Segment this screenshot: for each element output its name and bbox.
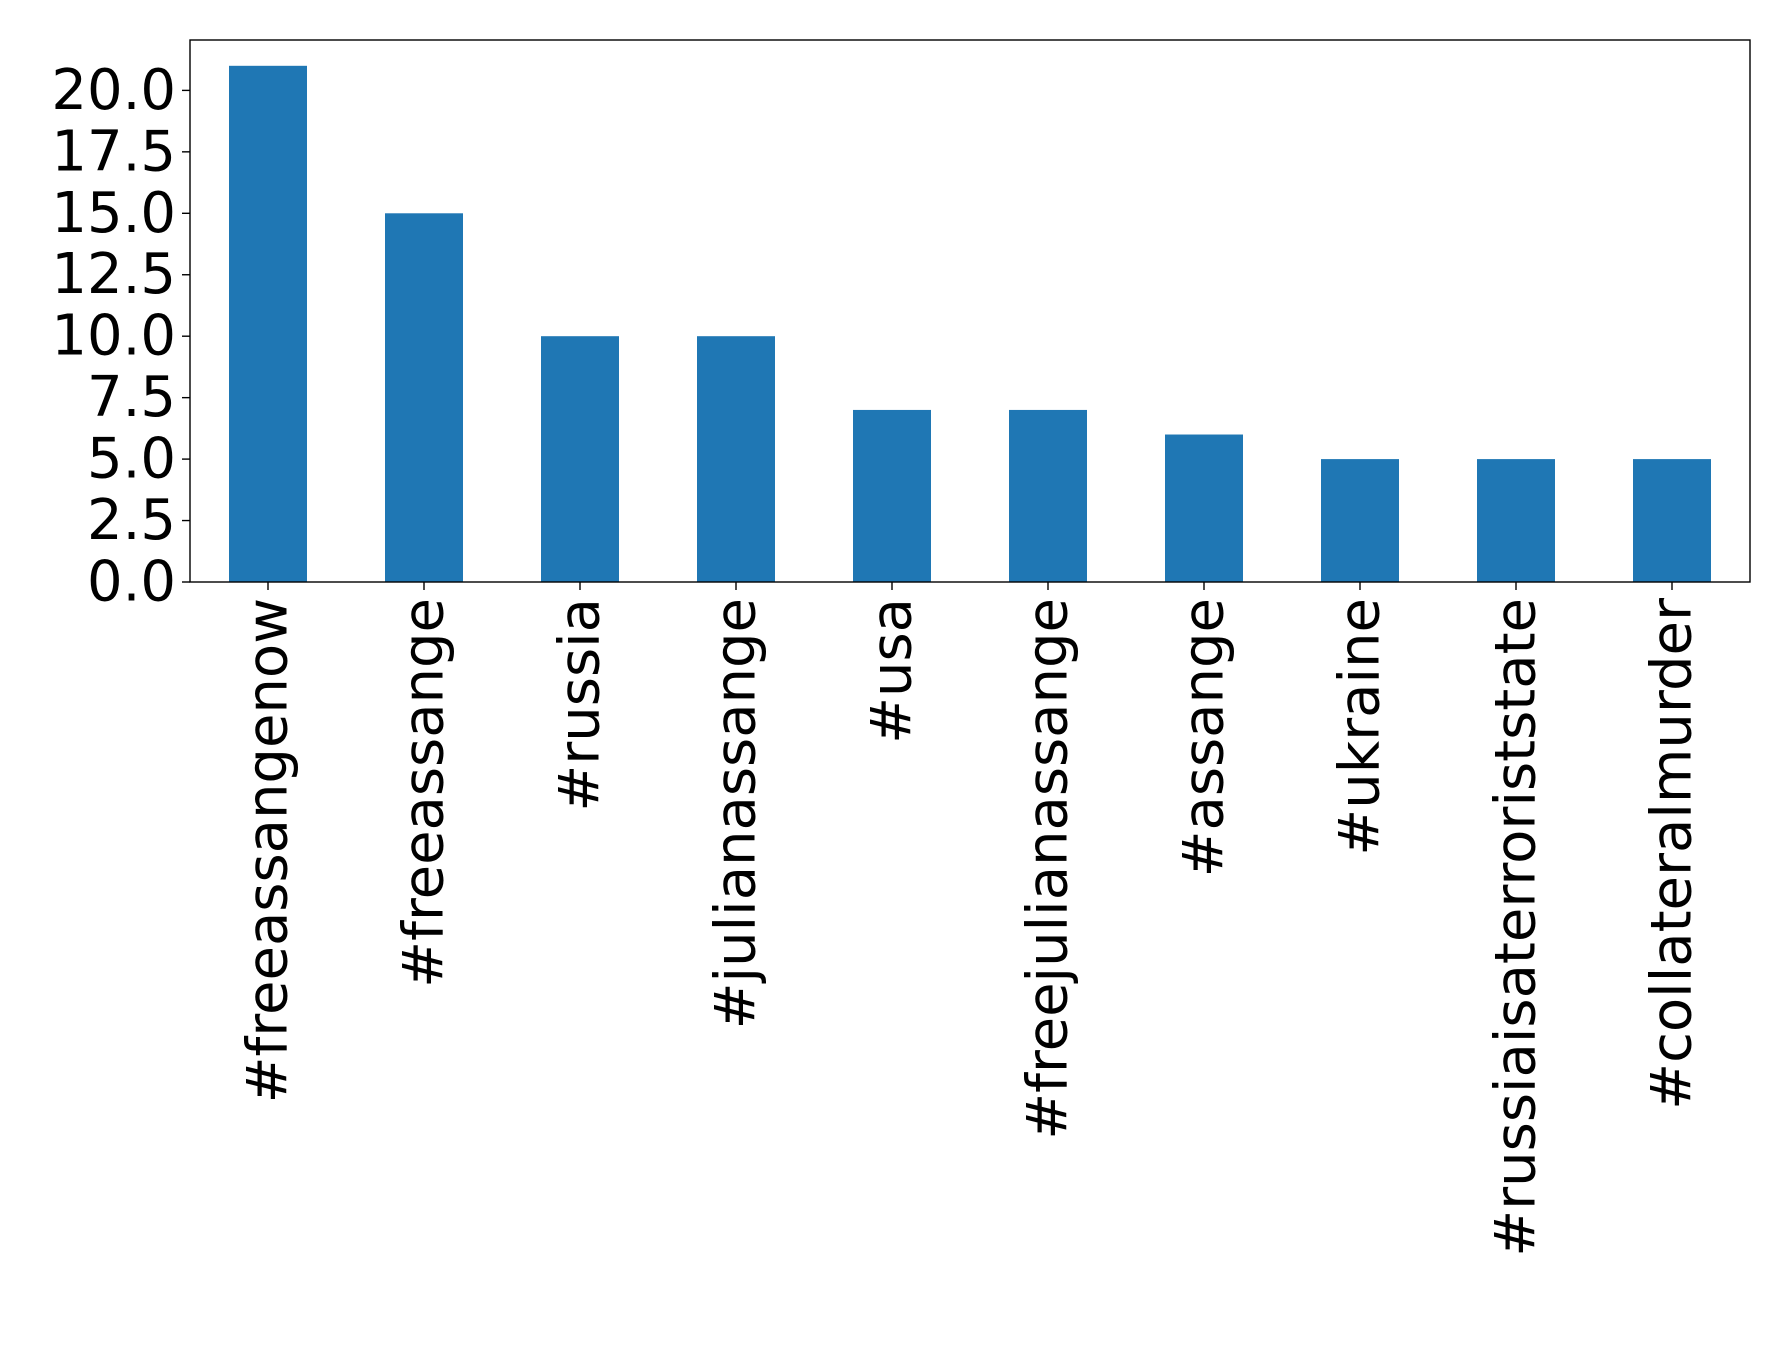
bar-freejulianassange <box>1009 409 1087 582</box>
bar-freeassangenow <box>229 65 307 583</box>
y-tick-label: 15.0 <box>51 181 176 246</box>
x-tick-label: #assange <box>1172 598 1237 877</box>
y-tick-label: 10.0 <box>51 304 176 369</box>
plot-frame <box>189 39 1751 583</box>
y-tick-label: 2.5 <box>87 488 176 553</box>
x-tick-label: #russia <box>548 598 613 812</box>
x-tick-label: #freejulianassange <box>1016 598 1081 1140</box>
bar-assange <box>1165 434 1243 582</box>
bar-julianassange <box>697 336 775 582</box>
y-tick-label: 0.0 <box>87 550 176 615</box>
x-tick-label: #freeassange <box>392 598 457 988</box>
x-tick-label: #freeassangenow <box>236 598 301 1103</box>
bar-russia <box>541 336 619 582</box>
bar-russiaisaterroriststate <box>1477 459 1555 582</box>
y-tick-label: 12.5 <box>51 242 176 307</box>
x-tick-label: #ukraine <box>1328 598 1393 856</box>
x-tick-label: #julianassange <box>704 598 769 1029</box>
bar-freeassange <box>385 213 463 582</box>
x-tick-label: #russiaisaterroriststate <box>1484 598 1549 1257</box>
y-tick-label: 7.5 <box>87 365 176 430</box>
y-tick-label: 5.0 <box>87 427 176 492</box>
y-axis-ticks: 0.02.55.07.510.012.515.017.520.0 <box>51 58 190 615</box>
y-tick-label: 17.5 <box>51 119 176 184</box>
x-axis-ticks: #freeassangenow #freeassange #russia #julia… <box>236 582 1705 1257</box>
bar-collateralmurder <box>1633 459 1711 582</box>
bars-group <box>229 65 1711 583</box>
bar-usa <box>853 409 931 582</box>
y-tick-label: 20.0 <box>51 58 176 123</box>
bar-ukraine <box>1321 459 1399 582</box>
x-tick-label: #usa <box>860 598 925 744</box>
x-tick-label: #collateralmurder <box>1640 597 1705 1110</box>
